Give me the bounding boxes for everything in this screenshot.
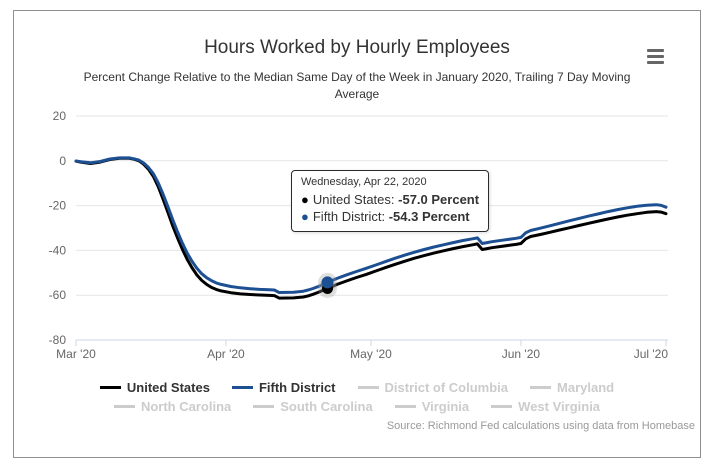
legend: United States Fifth District District of C…	[14, 378, 700, 416]
legend-line-icon	[113, 405, 135, 408]
legend-label: Virginia	[421, 399, 470, 414]
legend-label: West Virginia	[518, 399, 601, 414]
legend-item-north-carolina[interactable]: North Carolina	[113, 399, 232, 414]
x-axis-label: Mar '20	[56, 347, 96, 361]
y-axis-label: 20	[53, 109, 67, 123]
series-bullet-icon: ●	[301, 192, 309, 207]
legend-item-fifth-district[interactable]: Fifth District	[231, 380, 336, 395]
legend-label: District of Columbia	[384, 380, 509, 395]
source-credit: Source: Richmond Fed calculations using …	[386, 420, 695, 432]
legend-line-icon	[253, 405, 275, 408]
y-axis-label: -40	[49, 243, 67, 257]
hover-marker-fifth-district[interactable]	[321, 276, 334, 289]
x-axis-label: May '20	[350, 347, 392, 361]
legend-label: United States	[126, 380, 210, 395]
legend-item-maryland[interactable]: Maryland	[530, 380, 614, 395]
legend-label: South Carolina	[280, 399, 373, 414]
x-axis-label: Apr '20	[207, 347, 245, 361]
legend-line-icon	[394, 405, 416, 408]
legend-item-south-carolina[interactable]: South Carolina	[253, 399, 373, 414]
series-bullet-icon: ●	[301, 209, 309, 224]
legend-item-united-states[interactable]: United States	[99, 380, 210, 395]
legend-row: North Carolina South Carolina Virginia West…	[14, 397, 700, 416]
x-axis-label: Jun '20	[502, 347, 541, 361]
y-axis-label: -20	[49, 199, 67, 213]
chart-widget: Hours Worked by Hourly Employees Percent…	[13, 10, 701, 458]
legend-line-icon	[491, 405, 513, 408]
tooltip-date: Wednesday, Apr 22, 2020	[301, 176, 427, 188]
chart-title: Hours Worked by Hourly Employees	[204, 37, 510, 58]
legend-item-district-of-columbia[interactable]: District of Columbia	[357, 380, 509, 395]
tooltip-series-value: -57.0 Percent	[398, 192, 480, 207]
y-axis-label: -60	[49, 288, 67, 302]
legend-label: North Carolina	[140, 399, 232, 414]
legend-line-icon	[530, 386, 552, 389]
tooltip-series-value: -54.3 Percent	[388, 209, 470, 224]
legend-item-west-virginia[interactable]: West Virginia	[491, 399, 600, 414]
y-axis-label: 0	[59, 154, 66, 168]
tooltip-series-row: ● United States: -57.0 Percent	[301, 191, 479, 208]
tooltip-series-name: United States:	[312, 192, 399, 207]
legend-row: United States Fifth District District of C…	[14, 378, 700, 397]
legend-item-virginia[interactable]: Virginia	[394, 399, 470, 414]
y-axis-label: -80	[49, 333, 67, 347]
hover-tooltip: Wednesday, Apr 22, 2020 ● United States: …	[291, 170, 490, 232]
legend-line-icon	[357, 386, 379, 389]
hamburger-menu-icon	[647, 49, 664, 52]
legend-line-icon	[231, 386, 253, 389]
tooltip-series-name: Fifth District:	[312, 209, 389, 224]
legend-label: Fifth District	[258, 380, 336, 395]
legend-label: Maryland	[557, 380, 615, 395]
legend-line-icon	[99, 386, 121, 389]
chart-subtitle: Percent Change Relative to the Median Sa…	[83, 70, 631, 101]
export-menu-button[interactable]	[647, 49, 664, 64]
x-axis-label: Jul '20	[634, 347, 669, 361]
tooltip-series-row: ● Fifth District: -54.3 Percent	[301, 208, 479, 225]
